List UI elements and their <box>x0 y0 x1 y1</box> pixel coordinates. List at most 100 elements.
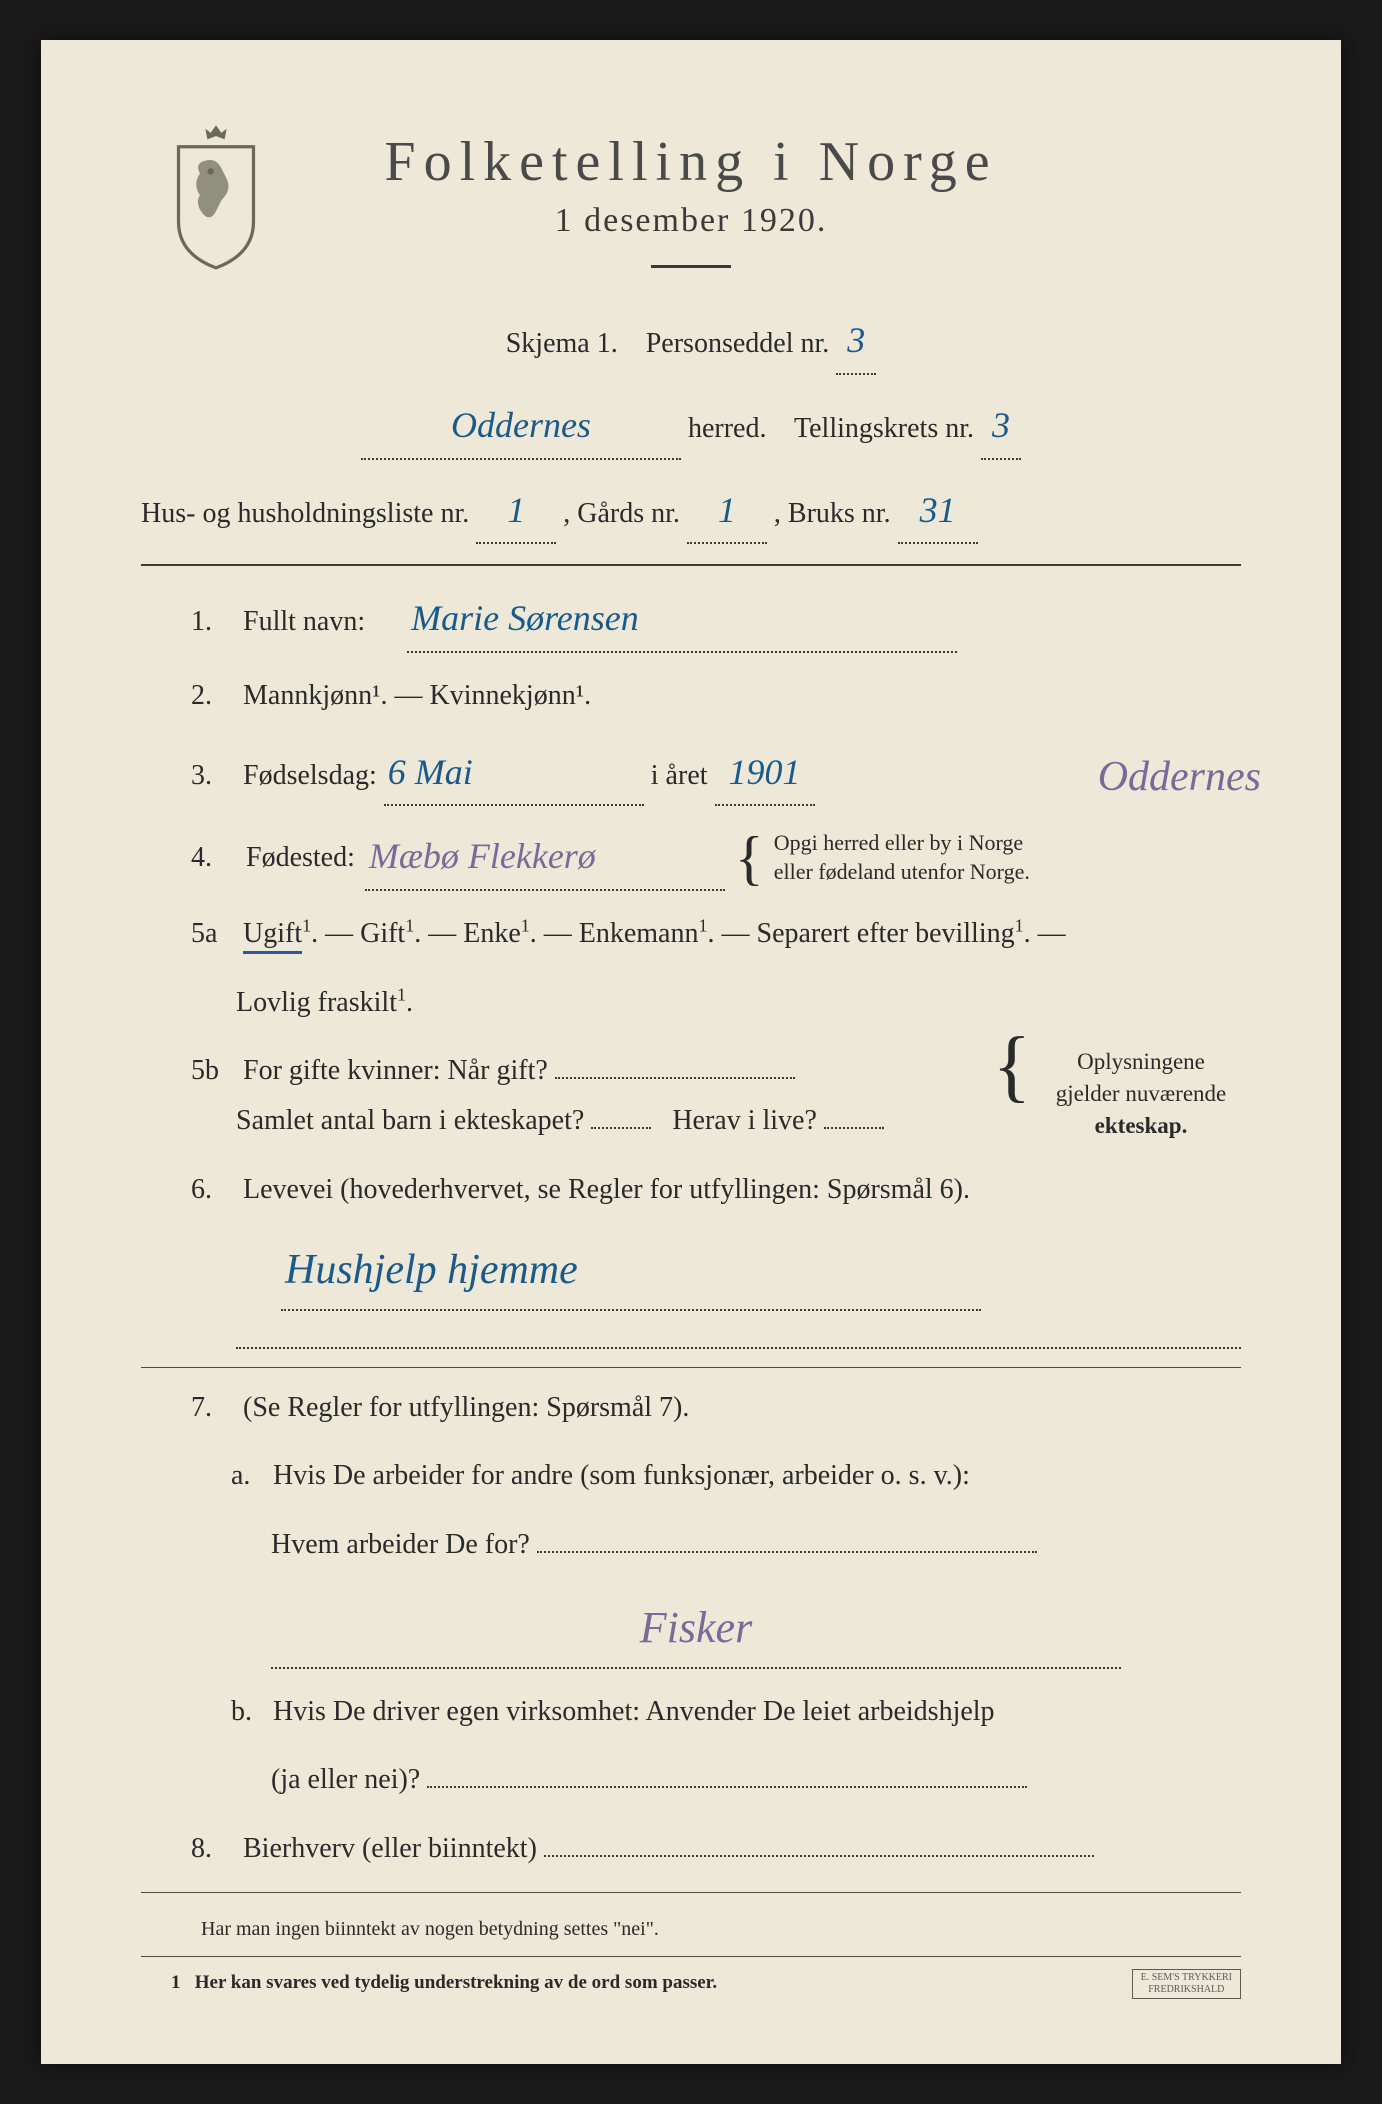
q4-note: Opgi herred eller by i Norge eller fødel… <box>774 829 1030 886</box>
q3-year-label: i året <box>651 760 708 791</box>
personseddel-nr: 3 <box>836 308 876 375</box>
footer-note1: Har man ingen biinntekt av nogen betydni… <box>141 1918 1241 1941</box>
question-5a: 5a Ugift1. — Gift1. — Enke1. — Enkemann1… <box>141 909 1241 959</box>
question-5b: 5b For gifte kvinner: Når gift? Samlet a… <box>141 1046 1241 1147</box>
q4-value: Mæbø Flekkerø <box>365 824 725 891</box>
q8-num: 8. <box>191 1824 236 1874</box>
footer-note1-text: Har man ingen biinntekt av nogen betydni… <box>201 1918 659 1940</box>
q2-num: 2. <box>191 671 236 721</box>
q7a-label: a. <box>231 1451 266 1501</box>
question-2: 2. Mannkjønn¹. — Kvinnekjønn¹. <box>141 671 1241 721</box>
question-4: 4. Fødested: Mæbø Flekkerø { Opgi herred… <box>141 824 1241 891</box>
question-8: 8. Bierhverv (eller biinntekt) <box>141 1824 1241 1874</box>
q7a-text1: Hvis De arbeider for andre (som funksjon… <box>273 1460 970 1491</box>
skjema-label: Skjema 1. <box>506 328 618 359</box>
q5a-options2: Lovlig fraskilt1. <box>236 987 413 1018</box>
question-7: 7. (Se Regler for utfyllingen: Spørsmål … <box>141 1383 1241 1433</box>
skjema-line: Skjema 1. Personseddel nr. 3 <box>141 308 1241 375</box>
hus-label: Hus- og husholdningsliste nr. <box>141 498 469 529</box>
stamp-line1: E. SEM'S TRYKKERI <box>1141 1972 1232 1983</box>
question-1: 1. Fullt navn: Marie Sørensen <box>141 586 1241 653</box>
q5b-note: Oplysningene gjelder nuværende ekteskap. <box>1041 1046 1241 1143</box>
q7-num: 7. <box>191 1383 236 1433</box>
hus-nr: 1 <box>476 478 556 545</box>
q1-value: Marie Sørensen <box>407 586 957 653</box>
q7b-blank <box>427 1786 1027 1788</box>
hus-line: Hus- og husholdningsliste nr. 1 , Gårds … <box>141 478 1241 545</box>
q5b-label3: Herav i live? <box>672 1105 817 1136</box>
bracket-icon: { <box>735 843 764 873</box>
q6-num: 6. <box>191 1165 236 1215</box>
question-7a-2: Hvem arbeider De for? <box>141 1520 1241 1570</box>
personseddel-label: Personseddel nr. <box>646 328 830 359</box>
q1-label: Fullt navn: <box>243 606 365 637</box>
printer-stamp: E. SEM'S TRYKKERI FREDRIKSHALD <box>1132 1969 1241 1999</box>
gards-label: , Gårds nr. <box>563 498 680 529</box>
question-5a-cont: Lovlig fraskilt1. <box>141 978 1241 1028</box>
q7b-text1: Hvis De driver egen virksomhet: Anvender… <box>273 1696 995 1727</box>
q4-note2: eller fødeland utenfor Norge. <box>774 859 1030 884</box>
divider <box>141 1367 1241 1368</box>
herred-line: Oddernes herred. Tellingskrets nr. 3 <box>141 393 1241 460</box>
gards-nr: 1 <box>687 478 767 545</box>
bruks-nr: 31 <box>898 478 978 545</box>
herred-value: Oddernes <box>361 393 681 460</box>
tellingskrets-nr: 3 <box>981 393 1021 460</box>
q3-day: 6 Mai <box>384 740 644 807</box>
tellingskrets-label: Tellingskrets nr. <box>794 413 974 444</box>
q5b-blank1 <box>555 1077 795 1079</box>
q3-annotation: Oddernes <box>1098 740 1261 816</box>
q7b-label: b. <box>231 1687 266 1737</box>
form-header: Folketelling i Norge 1 desember 1920. <box>141 130 1241 268</box>
header-divider <box>651 265 731 268</box>
q5a-options: Ugift1. — Gift1. — Enke1. — Enkemann1. —… <box>243 918 1066 949</box>
q7a-value: Fisker <box>640 1603 752 1652</box>
q7a-text2: Hvem arbeider De for? <box>271 1529 530 1560</box>
footer-note2: 1 Her kan svares ved tydelig understrekn… <box>141 1972 1241 1994</box>
form-date: 1 desember 1920. <box>141 202 1241 240</box>
divider <box>141 1892 1241 1893</box>
question-7a: a. Hvis De arbeider for andre (som funks… <box>141 1451 1241 1501</box>
question-3: 3. Fødselsdag: 6 Mai i året 1901 Odderne… <box>141 740 1241 807</box>
q7b-text2: (ja eller nei)? <box>271 1764 420 1795</box>
q5b-label2: Samlet antal barn i ekteskapet? <box>191 1105 584 1136</box>
section-divider <box>141 564 1241 566</box>
q3-num: 3. <box>191 751 236 801</box>
coat-of-arms-icon <box>161 120 271 270</box>
q4-note1: Opgi herred eller by i Norge <box>774 830 1023 855</box>
question-7a-value: Fisker <box>141 1588 1241 1669</box>
question-6-value: Hushjelp hjemme <box>141 1233 1241 1311</box>
question-6-blank <box>141 1329 1241 1349</box>
question-6: 6. Levevei (hovederhvervet, se Regler fo… <box>141 1165 1241 1215</box>
q5b-note1: Oplysningene <box>1077 1049 1205 1074</box>
q5b-num: 5b <box>191 1046 236 1096</box>
q5a-num: 5a <box>191 909 236 959</box>
q8-blank <box>544 1855 1094 1857</box>
stamp-line2: FREDRIKSHALD <box>1148 1984 1224 1995</box>
q3-label: Fødselsdag: <box>243 760 377 791</box>
question-7b: b. Hvis De driver egen virksomhet: Anven… <box>141 1687 1241 1737</box>
q7-label: (Se Regler for utfyllingen: Spørsmål 7). <box>243 1392 689 1423</box>
q8-label: Bierhverv (eller biinntekt) <box>243 1833 537 1864</box>
q5b-label1: For gifte kvinner: Når gift? <box>243 1055 548 1086</box>
q4-num: 4. <box>191 833 236 883</box>
census-form-page: Folketelling i Norge 1 desember 1920. Sk… <box>41 40 1341 2064</box>
q4-label: Fødested: <box>246 833 355 883</box>
q3-year: 1901 <box>715 740 815 807</box>
form-title: Folketelling i Norge <box>141 130 1241 194</box>
q1-num: 1. <box>191 597 236 647</box>
q6-blank <box>236 1329 1241 1349</box>
q6-value: Hushjelp hjemme <box>281 1233 981 1311</box>
q5b-blank3 <box>824 1127 884 1129</box>
q5b-blank2 <box>591 1127 651 1129</box>
q5b-note2: gjelder nuværende <box>1056 1081 1227 1106</box>
q5b-note3: ekteskap. <box>1095 1113 1188 1138</box>
q2-label: Mannkjønn¹. — Kvinnekjønn¹. <box>243 680 591 711</box>
bruks-label: , Bruks nr. <box>774 498 891 529</box>
herred-label: herred. <box>688 413 767 444</box>
question-7b-2: (ja eller nei)? <box>141 1755 1241 1805</box>
footer-note2-text: Her kan svares ved tydelig understreknin… <box>195 1972 717 1993</box>
footer-note2-num: 1 <box>171 1972 181 1993</box>
q6-label: Levevei (hovederhvervet, se Regler for u… <box>243 1174 970 1205</box>
bracket-icon: { <box>993 1046 1031 1086</box>
